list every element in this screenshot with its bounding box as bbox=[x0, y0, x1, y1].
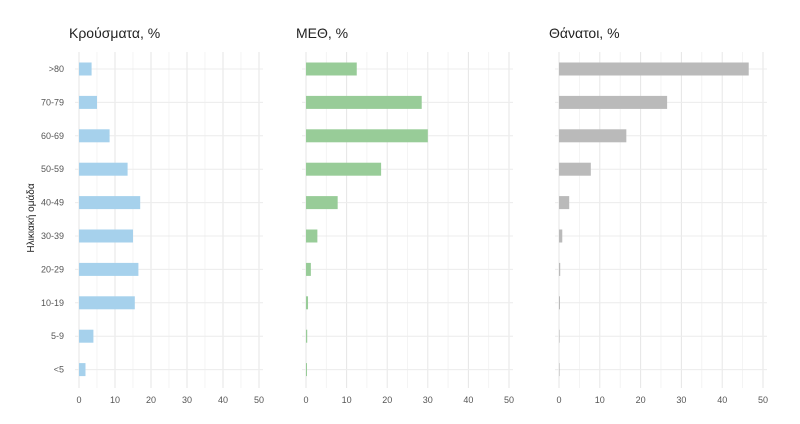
panel-title: ΜΕΘ, % bbox=[296, 25, 348, 41]
x-tick-label: 30 bbox=[182, 395, 192, 405]
category-label: 50-59 bbox=[41, 164, 64, 174]
bar bbox=[559, 296, 560, 310]
category-label: <5 bbox=[54, 365, 64, 375]
bar bbox=[79, 95, 97, 109]
bar bbox=[79, 62, 92, 76]
x-tick-label: 30 bbox=[423, 395, 433, 405]
bar bbox=[79, 162, 128, 176]
category-label: 30-39 bbox=[41, 231, 64, 241]
category-label: 70-79 bbox=[41, 97, 64, 107]
bar bbox=[559, 262, 561, 276]
bar bbox=[559, 229, 563, 243]
bar bbox=[79, 196, 141, 210]
bar bbox=[79, 229, 133, 243]
bar bbox=[306, 229, 318, 243]
bar bbox=[79, 296, 135, 310]
bar bbox=[559, 62, 749, 76]
bar bbox=[306, 129, 428, 143]
bar bbox=[559, 196, 570, 210]
panel-title: Κρούσματα, % bbox=[69, 25, 160, 41]
x-tick-label: 20 bbox=[636, 395, 646, 405]
bar bbox=[559, 95, 668, 109]
category-label: 20-29 bbox=[41, 264, 64, 274]
bar bbox=[79, 129, 110, 143]
x-tick-label: 50 bbox=[758, 395, 768, 405]
category-label: >80 bbox=[49, 64, 64, 74]
labels-layer: >80 70-79 60-69 50-59 40-49 30-39 20-29 10-19 5-… bbox=[41, 25, 768, 405]
bar bbox=[559, 363, 560, 377]
bar bbox=[306, 296, 309, 310]
bar bbox=[559, 329, 560, 343]
category-label: 60-69 bbox=[41, 131, 64, 141]
x-tick-label: 0 bbox=[556, 395, 561, 405]
x-tick-label: 10 bbox=[110, 395, 120, 405]
bar bbox=[79, 329, 94, 343]
grid-layer bbox=[75, 52, 767, 388]
x-tick-label: 30 bbox=[676, 395, 686, 405]
bar bbox=[306, 262, 311, 276]
x-tick-label: 10 bbox=[342, 395, 352, 405]
bar bbox=[306, 196, 338, 210]
bars-layer bbox=[79, 62, 749, 377]
x-tick-label: 20 bbox=[382, 395, 392, 405]
bar bbox=[79, 262, 139, 276]
bar bbox=[306, 329, 308, 343]
x-tick-label: 50 bbox=[254, 395, 264, 405]
x-tick-label: 50 bbox=[504, 395, 514, 405]
x-tick-label: 0 bbox=[303, 395, 308, 405]
x-tick-label: 20 bbox=[146, 395, 156, 405]
bar bbox=[306, 162, 382, 176]
panel-title: Θάνατοι, % bbox=[549, 25, 620, 41]
bar bbox=[559, 162, 591, 176]
x-tick-label: 10 bbox=[595, 395, 605, 405]
x-tick-label: 40 bbox=[717, 395, 727, 405]
x-tick-label: 40 bbox=[218, 395, 228, 405]
category-label: 40-49 bbox=[41, 198, 64, 208]
bar bbox=[79, 363, 86, 377]
bar bbox=[559, 129, 627, 143]
category-label: 5-9 bbox=[51, 331, 64, 341]
x-tick-label: 40 bbox=[463, 395, 473, 405]
bar bbox=[306, 363, 307, 377]
bar bbox=[306, 62, 357, 76]
y-axis-title: Ηλικιακή ομάδα bbox=[25, 183, 37, 252]
category-label: 10-19 bbox=[41, 298, 64, 308]
x-tick-label: 0 bbox=[76, 395, 81, 405]
bar bbox=[306, 95, 422, 109]
